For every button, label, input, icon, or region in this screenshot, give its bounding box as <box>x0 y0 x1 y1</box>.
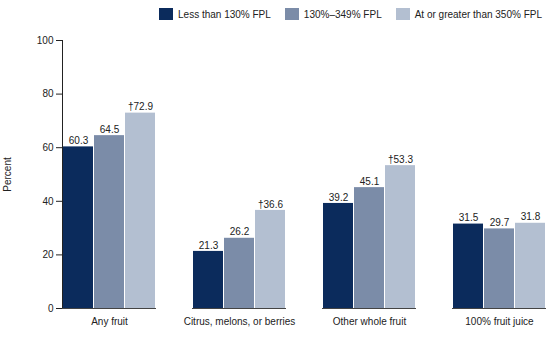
svg-text:60.3: 60.3 <box>69 135 89 146</box>
svg-text:26.2: 26.2 <box>230 226 250 237</box>
svg-text:Other whole fruit: Other whole fruit <box>333 316 407 327</box>
svg-text:40: 40 <box>42 196 54 207</box>
svg-text:Citrus, melons, or berries: Citrus, melons, or berries <box>184 316 296 327</box>
svg-text:31.8: 31.8 <box>521 211 541 222</box>
svg-text:64.5: 64.5 <box>100 124 120 135</box>
svg-text:60: 60 <box>42 142 54 153</box>
svg-text:†53.3: †53.3 <box>388 154 413 165</box>
svg-text:29.7: 29.7 <box>490 217 510 228</box>
svg-text:Any fruit: Any fruit <box>91 316 128 327</box>
svg-text:21.3: 21.3 <box>199 240 219 251</box>
svg-text:39.2: 39.2 <box>329 192 349 203</box>
svg-text:45.1: 45.1 <box>360 176 380 187</box>
svg-text:Percent: Percent <box>2 157 13 192</box>
html-text:At or greater than 350% FPL: At or greater than 350% FPL <box>414 8 542 20</box>
svg-text:†72.9: †72.9 <box>128 101 153 112</box>
svg-text:0: 0 <box>48 303 54 314</box>
svg-text:80: 80 <box>42 88 54 99</box>
svg-text:100: 100 <box>37 35 54 46</box>
html-text:Less than 130% FPL: Less than 130% FPL <box>178 8 271 20</box>
svg-text:31.5: 31.5 <box>459 212 479 223</box>
svg-text:100% fruit juice: 100% fruit juice <box>465 316 534 327</box>
svg-text:20: 20 <box>42 249 54 260</box>
html-text:130%–349% FPL: 130%–349% FPL <box>303 8 382 20</box>
svg-text:†36.6: †36.6 <box>258 199 283 210</box>
